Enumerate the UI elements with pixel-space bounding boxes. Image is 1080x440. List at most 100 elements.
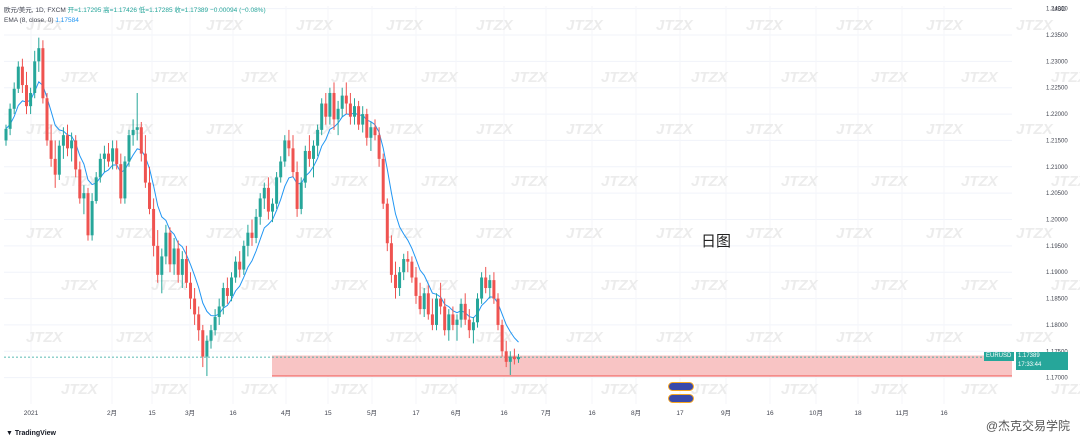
candle-body: [373, 127, 377, 136]
price-tick-label: 1.19500: [1046, 244, 1068, 250]
candle-body: [463, 303, 467, 320]
candle-body: [484, 277, 488, 289]
watermark-text: JTZX: [331, 381, 369, 398]
symbol-price-tag: EURUSD: [984, 352, 1014, 362]
watermark-text: JTZX: [421, 381, 459, 398]
watermark-text: JTZX: [691, 277, 729, 294]
price-tick-label: 1.19000: [1046, 270, 1068, 276]
watermark-text: JTZX: [566, 329, 604, 346]
candle-body: [160, 256, 164, 275]
watermark-text: JTZX: [871, 173, 909, 190]
candle-body: [70, 140, 74, 149]
watermark-text: JTZX: [151, 381, 189, 398]
candle-body: [279, 161, 283, 178]
event-badge[interactable]: [668, 382, 694, 391]
candle-body: [455, 319, 459, 325]
watermark-text: JTZX: [151, 69, 189, 86]
candle-body: [426, 293, 430, 315]
watermark-text: JTZX: [26, 121, 64, 138]
candle-body: [86, 193, 90, 236]
watermark-text: JTZX: [476, 17, 514, 34]
candle-body: [512, 356, 516, 360]
candle-body: [447, 314, 451, 331]
watermark-text: JTZX: [601, 173, 639, 190]
watermark-text: JTZX: [871, 381, 909, 398]
time-tick-label: 16: [588, 410, 596, 417]
candle-body: [389, 243, 393, 275]
chart-legend[interactable]: 欧元/美元, 1D, FXCM 开=1.17295 高=1.17426 低=1.…: [4, 6, 266, 26]
legend-ema-row[interactable]: EMA (8, close, 0) 1.17584: [4, 16, 266, 26]
watermark-text: JTZX: [691, 381, 729, 398]
candle-body: [287, 140, 291, 149]
candle-body: [184, 259, 188, 283]
candle-body: [476, 298, 479, 323]
price-tick-label: 1.18000: [1046, 323, 1068, 329]
candle-body: [115, 148, 119, 165]
candle-body: [467, 319, 471, 331]
event-badge[interactable]: [668, 394, 694, 403]
candle-body: [98, 158, 102, 178]
watermark-text: JTZX: [61, 69, 99, 86]
time-tick-label: 4月: [281, 409, 291, 417]
candle-body: [102, 153, 106, 159]
candle-body: [12, 88, 16, 109]
time-tick-label: 7月: [541, 409, 551, 417]
price-axis[interactable]: 1.170001.175001.180001.185001.190001.195…: [1046, 7, 1068, 382]
candle-body: [344, 95, 348, 104]
legend-symbol-row: 欧元/美元, 1D, FXCM 开=1.17295 高=1.17426 低=1.…: [4, 6, 266, 16]
watermark-text: JTZX: [26, 17, 64, 34]
candle-body: [361, 114, 365, 125]
watermark-text: JTZX: [1051, 381, 1080, 398]
candle-body: [180, 259, 184, 275]
candle-body: [369, 127, 373, 138]
time-tick-label: 5月: [367, 409, 377, 417]
candle-body: [123, 161, 127, 199]
time-tick-label: 18: [854, 410, 862, 417]
candle-body: [422, 293, 426, 310]
candle-body: [246, 232, 250, 246]
price-tick-label: 1.18500: [1046, 297, 1068, 303]
watermark-text: JTZX: [476, 329, 514, 346]
candle-body: [217, 306, 221, 318]
tradingview-logo[interactable]: ▼ TradingView: [6, 430, 56, 437]
candle-body: [230, 277, 233, 296]
candle-body: [283, 140, 287, 162]
candle-body: [49, 140, 53, 159]
candle-body: [410, 261, 414, 278]
candle-body: [164, 232, 168, 257]
watermark-text: JTZX: [746, 329, 784, 346]
watermark-text: JTZX: [241, 277, 279, 294]
watermark-text: JTZX: [26, 329, 64, 346]
legend-symbol: 欧元/美元, 1D, FXCM: [4, 7, 66, 14]
time-tick-label: 17: [676, 410, 684, 417]
time-axis[interactable]: 2021 2月 15 3月 16 4月 15 5月 17 6月 16 7月 16 8月 17 9月 16 10月 1…: [24, 409, 948, 417]
candle-body: [213, 317, 217, 331]
candle-body: [33, 61, 37, 93]
candle-body: [480, 277, 484, 299]
candle-body: [78, 169, 82, 199]
candle-body: [459, 303, 463, 320]
watermark-text: JTZX: [746, 225, 784, 242]
candle-body: [377, 135, 381, 159]
watermark-text: JTZX: [1016, 329, 1054, 346]
watermark-text: JTZX: [566, 121, 604, 138]
candle-body: [156, 245, 160, 275]
candle-body: [25, 85, 28, 107]
tradingview-label: TradingView: [14, 430, 56, 437]
support-zone-fill: [272, 355, 1012, 377]
candle-body: [29, 92, 33, 107]
candle-body: [57, 145, 61, 175]
candle-body: [328, 92, 332, 117]
candle-body: [111, 148, 115, 162]
watermark-text: JTZX: [1016, 121, 1054, 138]
candle-body: [504, 351, 508, 362]
time-tick-label: 11月: [895, 409, 908, 417]
watermark-text: JTZX: [926, 225, 964, 242]
candle-body: [471, 322, 475, 331]
candle-body: [357, 106, 361, 125]
ema-line-layer: [5, 80, 519, 343]
time-tick-label: 3月: [185, 409, 195, 417]
watermark-text: JTZX: [746, 121, 784, 138]
watermark-text: JTZX: [116, 17, 154, 34]
